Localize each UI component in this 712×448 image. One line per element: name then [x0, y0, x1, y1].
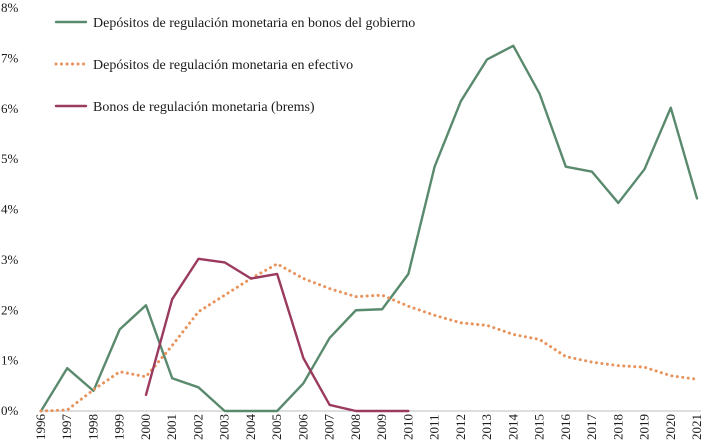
chart-axes: 0% 1% 2% 3% 4% 5% 6% 7% 8% 1996 1997 1998 1999 2000 20…	[1, 0, 704, 440]
x-tick-label: 2018	[610, 414, 625, 440]
x-tick-label: 2013	[479, 414, 494, 440]
y-tick-label: 4%	[1, 202, 19, 217]
y-tick-label: 0%	[1, 403, 19, 418]
x-tick-label: 2019	[637, 414, 652, 440]
series-line-1	[39, 44, 699, 413]
y-tick-label: 1%	[1, 353, 19, 368]
legend-label-1: Depósitos de regulación monetaria en bon…	[93, 16, 415, 31]
x-tick-label: 1998	[85, 414, 100, 440]
x-tick-label: 2001	[164, 414, 179, 440]
x-tick-label: 2010	[400, 414, 415, 440]
x-tick-label: 2009	[374, 414, 389, 440]
x-tick-label: 1997	[59, 414, 74, 441]
legend-label-3: Bonos de regulación monetaria (brems)	[93, 100, 315, 115]
x-tick-label: 2002	[190, 414, 205, 440]
y-tick-label: 8%	[1, 0, 19, 15]
y-tick-label: 2%	[1, 302, 19, 317]
x-tick-label: 2020	[663, 414, 678, 440]
x-tick-label: 2008	[348, 414, 363, 440]
x-tick-label: 2017	[584, 414, 599, 441]
x-tick-label: 2004	[243, 414, 258, 441]
x-tick-label: 2021	[689, 414, 704, 440]
y-tick-label: 6%	[1, 101, 19, 116]
x-tick-label: 2015	[532, 414, 547, 440]
series-line-2	[39, 262, 699, 413]
y-tick-label: 5%	[1, 151, 19, 166]
y-tick-label: 7%	[1, 50, 19, 65]
x-tick-label: 2005	[269, 414, 284, 440]
y-tick-label: 3%	[1, 252, 19, 267]
x-tick-label: 2014	[505, 414, 520, 441]
chart-legend: Depósitos de regulación monetaria en bon…	[54, 16, 415, 115]
x-tick-label: 2006	[295, 414, 310, 441]
x-tick-label: 2007	[322, 414, 337, 441]
x-tick-label: 2003	[217, 414, 232, 440]
x-tick-label: 1999	[112, 414, 127, 440]
x-tick-label: 2000	[138, 414, 153, 440]
x-tick-label: 2012	[453, 414, 468, 440]
x-tick-label: 2016	[558, 414, 573, 441]
x-tick-label: 2011	[427, 414, 442, 440]
x-tick-label: 1996	[33, 414, 48, 441]
series-line-3	[144, 257, 410, 413]
chart-series	[39, 44, 699, 413]
legend-label-2: Depósitos de regulación monetaria en efe…	[93, 58, 353, 73]
